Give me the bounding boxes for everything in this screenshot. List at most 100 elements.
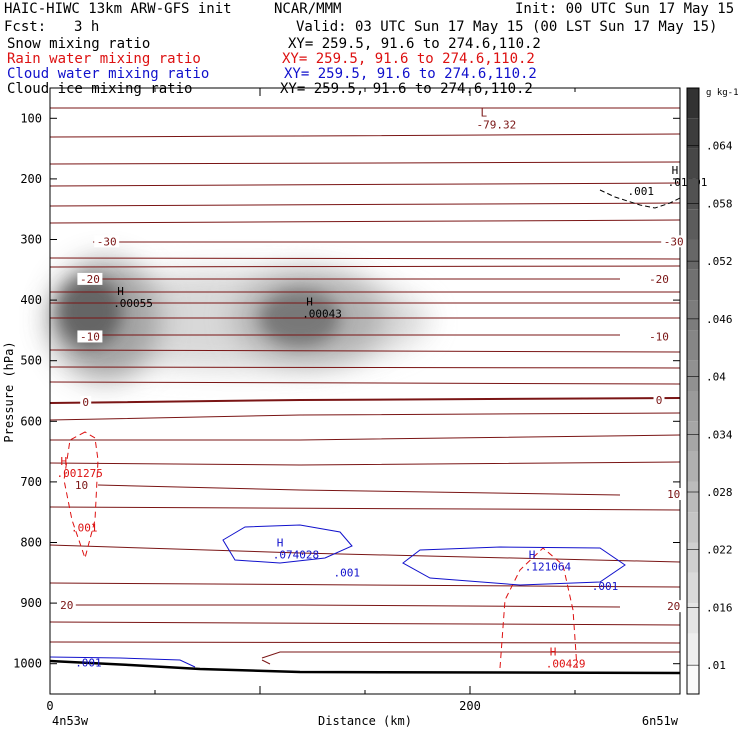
colorbar-band (687, 88, 699, 119)
x-tick-label: 200 (459, 699, 481, 713)
cloud-water-contours (49, 524, 626, 668)
init-time: Init: 00 UTC Sun 17 May 15 (515, 1, 735, 17)
colorbar-tick-label: .016 (706, 601, 733, 614)
field-name-snow: Snow mixing ratio (7, 36, 151, 52)
isotherm (261, 659, 271, 665)
colorbar-frame (686, 87, 700, 695)
temperature-label-bg (57, 598, 76, 611)
x-axis-title: Distance (km) (318, 714, 412, 728)
isotherm (49, 381, 681, 385)
temperature-label: 0 (82, 396, 89, 409)
colorbar-band (687, 391, 699, 422)
isotherm (97, 484, 621, 496)
isotherm (49, 544, 681, 563)
cloud-ice-contours (599, 189, 681, 209)
cloud-ice-label-symbol: H (672, 164, 679, 177)
isotherm (49, 621, 681, 626)
isotherm (49, 582, 681, 588)
colorbar-band (687, 542, 699, 573)
colorbar-tick-label: .034 (706, 428, 733, 441)
colorbar-tick-label: .04 (706, 371, 726, 384)
temperature-label-bg (664, 488, 683, 501)
cloud-water-label-value: .121064 (525, 561, 572, 574)
model-title: HAIC-HIWC 13km ARW-GFS init (4, 1, 232, 17)
temperature-label-bg (77, 330, 103, 343)
colorbar-tick-label: .052 (706, 255, 733, 268)
x-axis: 0 200 (46, 88, 681, 713)
valid-time: Valid: 03 UTC Sun 17 May 15 (00 LST Sun … (296, 19, 718, 35)
isotherm (49, 202, 681, 207)
snow-max-label-symbol: H (306, 295, 313, 308)
temperature-contours (49, 107, 681, 665)
field-xy-cloud-water: XY= 259.5, 91.6 to 274.6,110.2 (284, 66, 537, 82)
isotherm (49, 257, 681, 260)
temperature-label: 0 (656, 394, 663, 407)
cloud-ice-contour (599, 189, 681, 209)
forecast-hours: 3 h (74, 19, 100, 35)
plot-frame (49, 87, 681, 695)
temperature-label-bg (94, 235, 120, 248)
colorbar-band (687, 239, 699, 270)
isotherm-zero (49, 397, 681, 404)
forecast-label: Fcst: (4, 19, 47, 35)
colorbar-unit: g kg-1 (706, 88, 739, 98)
temperature-low-label-symbol: L (481, 106, 488, 119)
y-tick-label: 200 (20, 172, 42, 186)
colorbar-tick-label: .058 (706, 197, 733, 210)
colorbar-tick-label: .064 (706, 140, 733, 153)
snow-shade-left-core (58, 277, 122, 347)
snow-max-label-symbol: H (117, 285, 124, 298)
temperature-label: -20 (80, 273, 100, 286)
y-tick-label: 1000 (13, 657, 42, 671)
snow-shading (50, 260, 430, 380)
temperature-label: -30 (97, 235, 117, 248)
temperature-label-bg (646, 272, 672, 285)
cloud-water-label-value: .074028 (273, 549, 319, 562)
field-name-cloud-ice: Cloud ice mixing ratio (7, 81, 193, 97)
colorbar-band (687, 209, 699, 240)
y-tick-label: 900 (20, 596, 42, 610)
y-tick-label: 500 (20, 354, 42, 368)
cloud-water-label-value: .001 (75, 656, 102, 669)
colorbar-band (687, 360, 699, 391)
rain-label-value: .001275 (57, 467, 103, 480)
temperature-label-bg (664, 600, 683, 613)
y-tick-label: 400 (20, 293, 42, 307)
isotherm (49, 182, 681, 187)
cloud-water-label-value: .001 (334, 567, 361, 580)
temperature-label: -10 (649, 330, 669, 343)
field-name-cloud-water: Cloud water mixing ratio (7, 66, 210, 82)
temperature-label: 10 (75, 479, 88, 492)
colorbar-band (687, 269, 699, 301)
isotherm (49, 366, 681, 369)
center-label: NCAR/MMM (274, 1, 342, 17)
temperature-label: 20 (667, 600, 680, 613)
field-xy-snow: XY= 259.5, 91.6 to 274.6,110.2 (288, 36, 541, 52)
right-endpoint: 6n51w (642, 714, 679, 728)
colorbar-band (687, 451, 699, 482)
isotherm (49, 161, 681, 165)
rain-contour-left (63, 431, 99, 560)
isotherm (49, 265, 681, 268)
colorbar-band (687, 512, 699, 543)
field-xy-rain: XY= 259.5, 91.6 to 274.6,110.2 (282, 51, 535, 67)
isotherm (261, 651, 680, 659)
temperature-label: -10 (80, 330, 100, 343)
colorbar-tick-label: .022 (706, 544, 733, 557)
x-tick-label: 0 (46, 699, 53, 713)
colorbar-band (687, 663, 699, 694)
colorbar: .01 .016 .022 .028 .034 .04 .046 .052 .058 .064 g … (686, 87, 739, 695)
cloud-water-contour-1 (222, 524, 353, 564)
colorbar-band (687, 572, 699, 604)
cloud-water-label-value: .001 (592, 580, 619, 593)
isotherm (49, 641, 681, 644)
rain-contours (63, 431, 578, 669)
colorbar-band (687, 148, 699, 179)
colorbar-band (687, 603, 699, 634)
temperature-label-bg (661, 235, 687, 248)
temperature-low-label-value: -79.32 (477, 118, 517, 131)
field-xy-cloud-ice: XY= 259.5, 91.6 to 274.6,110.2 (280, 81, 533, 97)
temperature-label: 20 (60, 599, 73, 612)
